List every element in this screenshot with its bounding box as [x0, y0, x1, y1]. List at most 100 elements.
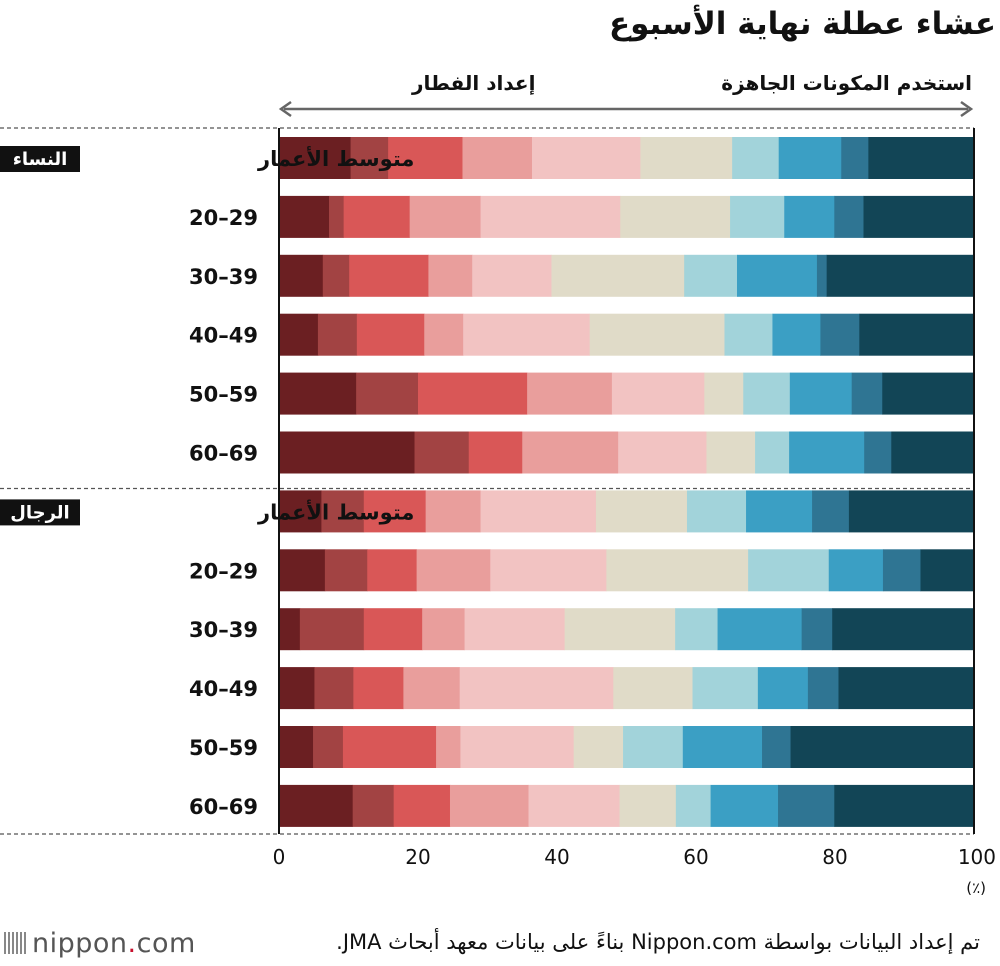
bar-segment [480, 490, 597, 533]
bar-segment [613, 667, 693, 710]
bar-segment [778, 784, 835, 827]
bar-segment [279, 608, 301, 651]
bar-segment [462, 137, 533, 179]
group-badge [0, 146, 80, 172]
bar-segment [807, 667, 839, 710]
bar-segment [342, 726, 437, 768]
row-label: 30–39 [189, 618, 258, 642]
bar-segment [882, 372, 975, 415]
bar-segment [468, 431, 523, 474]
bar-segment [428, 254, 473, 297]
row-label: 30–39 [189, 265, 258, 289]
bar-segment [891, 431, 975, 474]
row-label: 40–49 [189, 677, 258, 701]
logo-icon [4, 932, 26, 954]
bar-segment [684, 254, 738, 297]
bar-segment [564, 608, 676, 651]
bar-segment [832, 608, 975, 651]
bar-segment [732, 137, 780, 179]
bar-segment [816, 254, 828, 297]
bar-segment [859, 313, 975, 356]
x-tick-label: 20 [405, 845, 430, 869]
bar-segment [279, 313, 319, 356]
bar-segment [329, 195, 345, 238]
bar-segment [682, 726, 763, 768]
bar-segment [737, 254, 818, 297]
bar-segment [573, 726, 624, 768]
bar-segment [730, 195, 785, 238]
bar-segment [704, 372, 744, 415]
footer: nippon.com تم إعداد البيانات بواسطة Nipp… [0, 922, 1000, 966]
bar-segment [279, 549, 326, 592]
bar-segment [353, 667, 404, 710]
x-tick-label: 80 [822, 845, 847, 869]
bar-segment [528, 784, 620, 827]
bar-segment [324, 549, 368, 592]
bar-segment [463, 313, 591, 356]
bar-segment [717, 608, 803, 651]
bar-segment [279, 667, 315, 710]
bar-segment [812, 490, 850, 533]
bar-segment [748, 549, 830, 592]
chart-title: عشاء عطلة نهاية الأسبوع [608, 6, 996, 42]
x-tick-label: 100 [958, 845, 996, 869]
bar-segment [356, 372, 419, 415]
bar-segment [314, 667, 354, 710]
bar-segment [710, 784, 779, 827]
x-tick-label: 40 [544, 845, 569, 869]
row-label: 20–29 [189, 206, 258, 230]
bar-segment [480, 195, 621, 238]
bar-segment [343, 195, 411, 238]
bar-segment [472, 254, 552, 297]
bar-segment [864, 431, 892, 474]
group-badge-label: النساء [13, 149, 68, 170]
arrow-left-label: إعداد الفطار [411, 71, 535, 95]
bar-segment [299, 608, 365, 651]
bar-segment [436, 726, 461, 768]
bar-segment [675, 608, 718, 651]
arrow-right-label: استخدم المكونات الجاهزة [721, 71, 972, 95]
bar-segment [321, 490, 365, 533]
bar-segment [416, 549, 491, 592]
bar-segment [920, 549, 975, 592]
source-note: تم إعداد البيانات بواسطة Nippon.com بناء… [336, 930, 980, 954]
bar-segment [414, 431, 470, 474]
bar-segment [349, 254, 429, 297]
bar-segment [772, 313, 821, 356]
bar-segment [611, 372, 705, 415]
bar-segment [490, 549, 607, 592]
bar-segment [352, 784, 395, 827]
bar-segment [279, 726, 314, 768]
bar-segment [838, 667, 975, 710]
bar-segment [464, 608, 566, 651]
bar-segment [409, 195, 481, 238]
bar-segment [322, 254, 350, 297]
logo-suffix: com [136, 928, 196, 959]
bar-segment [279, 784, 354, 827]
bar-segment [356, 313, 425, 356]
bar-segment [531, 137, 641, 179]
bar-segment [551, 254, 685, 297]
bar-segment [279, 372, 357, 415]
bar-segment [595, 490, 688, 533]
bar-segment [418, 372, 528, 415]
bar-segment [851, 372, 883, 415]
logo-dot: . [127, 928, 137, 959]
bar-segment [393, 784, 451, 827]
bars [279, 137, 975, 827]
x-axis-unit: (٪) [966, 879, 986, 897]
bar-segment [422, 608, 465, 651]
bar-segment [863, 195, 975, 238]
stacked-bar-chart: إعداد الفطار استخدم المكونات الجاهزة متو… [0, 71, 996, 897]
row-label: 60–69 [189, 442, 258, 466]
bar-segment [403, 667, 461, 710]
row-label: 40–49 [189, 324, 258, 348]
bar-segment [784, 195, 835, 238]
bar-segment [724, 313, 773, 356]
row-labels: متوسط الأعمار النساء 20–29 30–39 40–49 50–59 6… [0, 145, 414, 819]
group-badge-label: الرجال [10, 502, 69, 523]
bar-segment [363, 490, 427, 533]
bar-segment [619, 784, 677, 827]
bar-segment [425, 490, 481, 533]
bar-segment [363, 608, 423, 651]
